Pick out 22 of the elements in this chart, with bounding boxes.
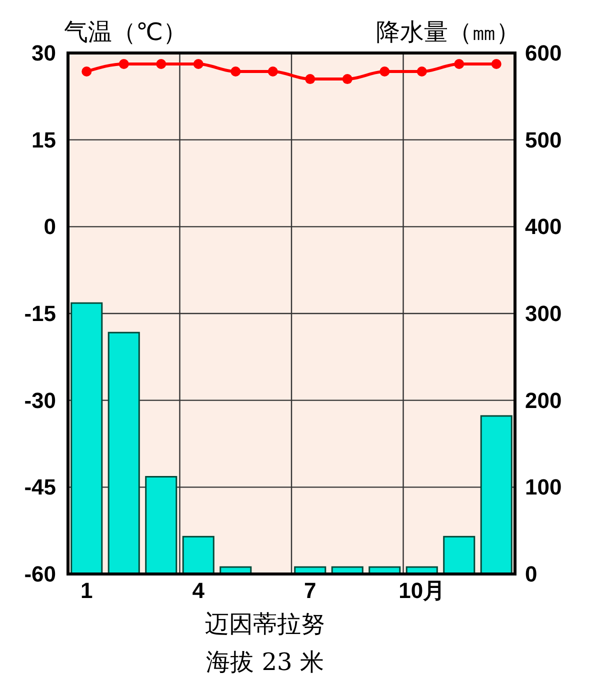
x-tick-label: 4 — [192, 578, 206, 603]
y2-tick-label: 0 — [525, 562, 538, 586]
y-tick-label: -45 — [24, 474, 56, 500]
text: 迈因蒂拉努 — [205, 610, 325, 638]
y-tick-label: -30 — [24, 388, 56, 413]
y2-tick-label: 300 — [525, 301, 562, 326]
y-tick-label: 30 — [32, 40, 56, 66]
y2-tick-label: 400 — [525, 214, 562, 240]
x-tick-label: 1 — [80, 578, 93, 603]
y-tick-label: -60 — [24, 562, 56, 586]
x-tick-label: 7 — [304, 578, 316, 603]
y2-tick-label: 500 — [525, 127, 562, 152]
y-axis-title: 气温（℃） — [64, 19, 187, 46]
x-tick-label: 10月 — [398, 578, 446, 603]
y-tick-label: -15 — [24, 301, 56, 326]
y2-axis-title: 降水量（㎜） — [376, 19, 520, 46]
y2-tick-label: 200 — [525, 388, 562, 413]
text: 海拔 23 米 — [206, 648, 324, 676]
y2-tick-label: 100 — [525, 474, 562, 500]
y2-tick-label: 600 — [525, 40, 562, 66]
y-tick-label: 0 — [44, 214, 56, 240]
y-tick-label: 15 — [32, 127, 56, 152]
